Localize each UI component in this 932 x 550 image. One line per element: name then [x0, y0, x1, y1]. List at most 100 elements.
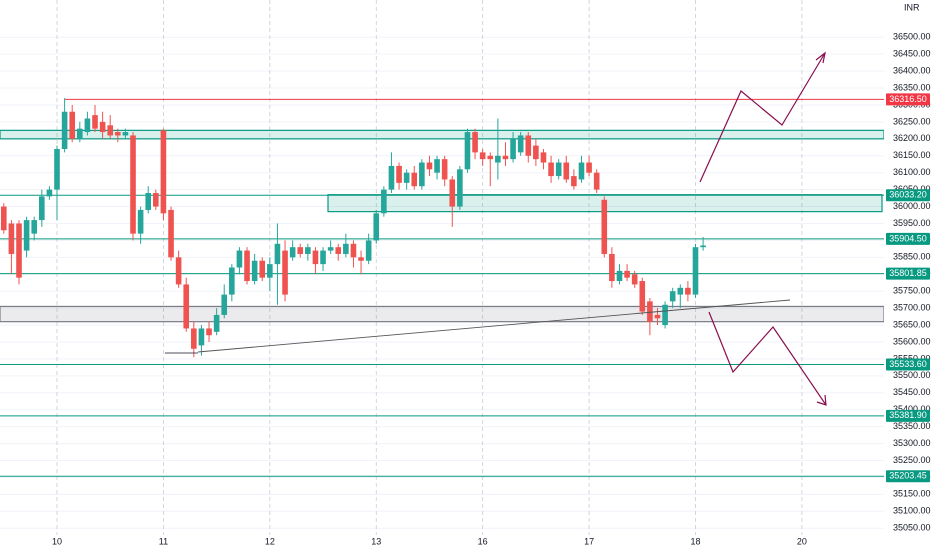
- candle-body: [373, 213, 380, 241]
- candle-body: [616, 270, 623, 282]
- y-tick-label: 35950.00: [893, 218, 931, 228]
- y-tick-label: 35700.00: [893, 303, 931, 313]
- candle-body: [122, 132, 129, 136]
- candle-body: [31, 220, 38, 234]
- candle-body: [388, 165, 395, 190]
- candle-body: [84, 118, 91, 133]
- candle-body: [107, 125, 114, 136]
- y-tick-label: 35300.00: [893, 438, 931, 448]
- projection-up: [699, 52, 826, 183]
- x-tick-label: 20: [797, 536, 807, 546]
- y-tick-label: 36500.00: [893, 32, 931, 42]
- candle-body: [457, 169, 463, 207]
- y-tick-label: 35100.00: [893, 506, 931, 516]
- candle-body: [213, 314, 220, 332]
- price-label-box: [886, 358, 930, 371]
- candle-body: [654, 314, 661, 319]
- candle-body: [426, 162, 433, 170]
- y-tick-label: 35650.00: [893, 319, 931, 329]
- candle-body: [236, 250, 243, 268]
- candle-body: [495, 155, 501, 163]
- candle-body: [297, 247, 304, 254]
- candle-body: [662, 304, 668, 326]
- candle-body: [502, 155, 509, 160]
- price-label: 35801.85: [889, 268, 927, 278]
- price-label: 35904.50: [889, 233, 927, 243]
- price-label: 36316.50: [889, 94, 927, 104]
- y-tick-label: 36150.00: [893, 150, 931, 160]
- price-label-box: [886, 267, 930, 280]
- candle-body: [510, 138, 516, 160]
- candle-body: [449, 179, 456, 207]
- y-tick-label: 36200.00: [893, 133, 931, 143]
- candle-body: [578, 162, 585, 180]
- candle-body: [69, 111, 76, 139]
- candle-body: [183, 284, 190, 329]
- candle-body: [685, 287, 691, 295]
- candle-body: [335, 247, 342, 254]
- candle-body: [16, 223, 22, 278]
- price-axis: INR 35050.0035100.0035150.0035200.003525…: [52, 0, 932, 550]
- candle-body: [251, 260, 258, 282]
- y-tick-label: 35450.00: [893, 387, 931, 397]
- arrow-head: [816, 394, 827, 406]
- candle-body: [259, 260, 266, 278]
- candle-body: [555, 162, 562, 177]
- candle-body: [1, 206, 7, 231]
- candle-body: [244, 250, 250, 282]
- y-tick-label: 36400.00: [893, 65, 931, 75]
- price-label: 35203.45: [889, 471, 927, 481]
- y-tick-label: 36350.00: [893, 82, 931, 92]
- candle-body: [669, 291, 676, 302]
- price-label: 35533.60: [889, 359, 927, 369]
- currency-label: INR: [904, 2, 920, 12]
- grid: [0, 0, 884, 535]
- candle-body: [487, 155, 494, 160]
- candle-body: [571, 176, 577, 187]
- candle-body: [350, 243, 357, 258]
- candle-body: [115, 132, 121, 136]
- y-tick-label: 35750.00: [893, 286, 931, 296]
- candle-body: [282, 250, 288, 295]
- x-tick-label: 18: [690, 536, 700, 546]
- price-label-box: [886, 93, 930, 106]
- candle-body: [267, 264, 273, 278]
- candle-body: [39, 196, 45, 221]
- candle-body: [305, 247, 311, 254]
- candle-body: [221, 294, 228, 315]
- candle-body: [563, 162, 570, 180]
- y-tick-label: 36100.00: [893, 167, 931, 177]
- candle-body: [586, 162, 592, 173]
- candle-body: [206, 328, 212, 336]
- projection-down: [708, 311, 827, 406]
- x-tick-label: 13: [371, 536, 381, 546]
- y-tick-label: 35250.00: [893, 455, 931, 465]
- candle-body: [624, 270, 630, 278]
- candle-body: [419, 162, 425, 187]
- price-label: 36033.20: [889, 190, 927, 200]
- price-label-box: [886, 232, 930, 245]
- y-tick-label: 35150.00: [893, 489, 931, 499]
- candle-body: [61, 111, 68, 149]
- candle-body: [525, 135, 532, 156]
- x-tick-label: 12: [265, 536, 275, 546]
- candle-body: [700, 245, 706, 248]
- candle-body: [145, 193, 152, 210]
- candle-body: [479, 152, 486, 160]
- candle-body: [46, 189, 53, 197]
- price-label: 35381.90: [889, 410, 927, 420]
- candle-body: [548, 162, 554, 177]
- y-tick-label: 35600.00: [893, 336, 931, 346]
- candle-body: [343, 243, 349, 254]
- candle-body: [23, 220, 30, 251]
- candle-body: [130, 135, 136, 234]
- candle-body: [609, 253, 615, 282]
- candle-body: [8, 223, 15, 254]
- candle-body: [639, 281, 646, 312]
- x-tick-label: 17: [584, 536, 594, 546]
- y-tick-label: 35350.00: [893, 421, 931, 431]
- candle-body: [327, 247, 334, 251]
- candle-body: [229, 267, 235, 295]
